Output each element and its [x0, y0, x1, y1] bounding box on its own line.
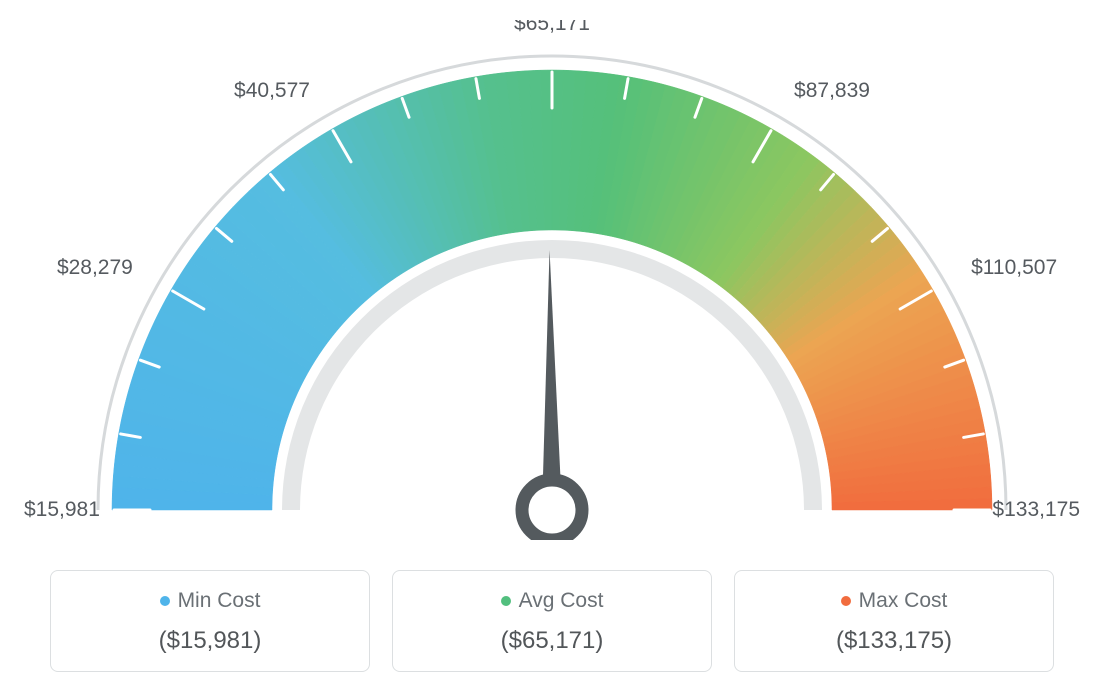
- gauge-needle: [542, 250, 562, 510]
- card-label: Max Cost: [859, 589, 948, 613]
- card-min-cost: Min Cost ($15,981): [50, 570, 370, 672]
- card-value: ($15,981): [61, 627, 359, 655]
- card-value: ($133,175): [745, 627, 1043, 655]
- card-title: Max Cost: [745, 589, 1043, 613]
- gauge-svg: $15,981 $28,279 $40,577 $65,171 $87,839 $110,…: [20, 20, 1084, 540]
- gauge-tick-label: $40,577: [234, 79, 310, 102]
- gauge-tick-label: $110,507: [971, 256, 1057, 279]
- gauge-tick-label: $28,279: [57, 256, 133, 279]
- card-label: Min Cost: [178, 589, 261, 613]
- gauge-tick-label: $15,981: [24, 498, 100, 521]
- card-max-cost: Max Cost ($133,175): [734, 570, 1054, 672]
- dot-icon: [841, 596, 851, 606]
- dot-icon: [160, 596, 170, 606]
- summary-cards: Min Cost ($15,981) Avg Cost ($65,171) Ma…: [20, 570, 1084, 672]
- dot-icon: [501, 596, 511, 606]
- card-title: Avg Cost: [403, 589, 701, 613]
- gauge-tick-label: $65,171: [514, 20, 590, 35]
- card-label: Avg Cost: [519, 589, 604, 613]
- card-title: Min Cost: [61, 589, 359, 613]
- card-avg-cost: Avg Cost ($65,171): [392, 570, 712, 672]
- card-value: ($65,171): [403, 627, 701, 655]
- gauge-chart: $15,981 $28,279 $40,577 $65,171 $87,839 $110,…: [20, 20, 1084, 540]
- gauge-hub: [522, 480, 582, 540]
- gauge-tick-label: $133,175: [992, 498, 1080, 521]
- gauge-tick-label: $87,839: [794, 79, 870, 102]
